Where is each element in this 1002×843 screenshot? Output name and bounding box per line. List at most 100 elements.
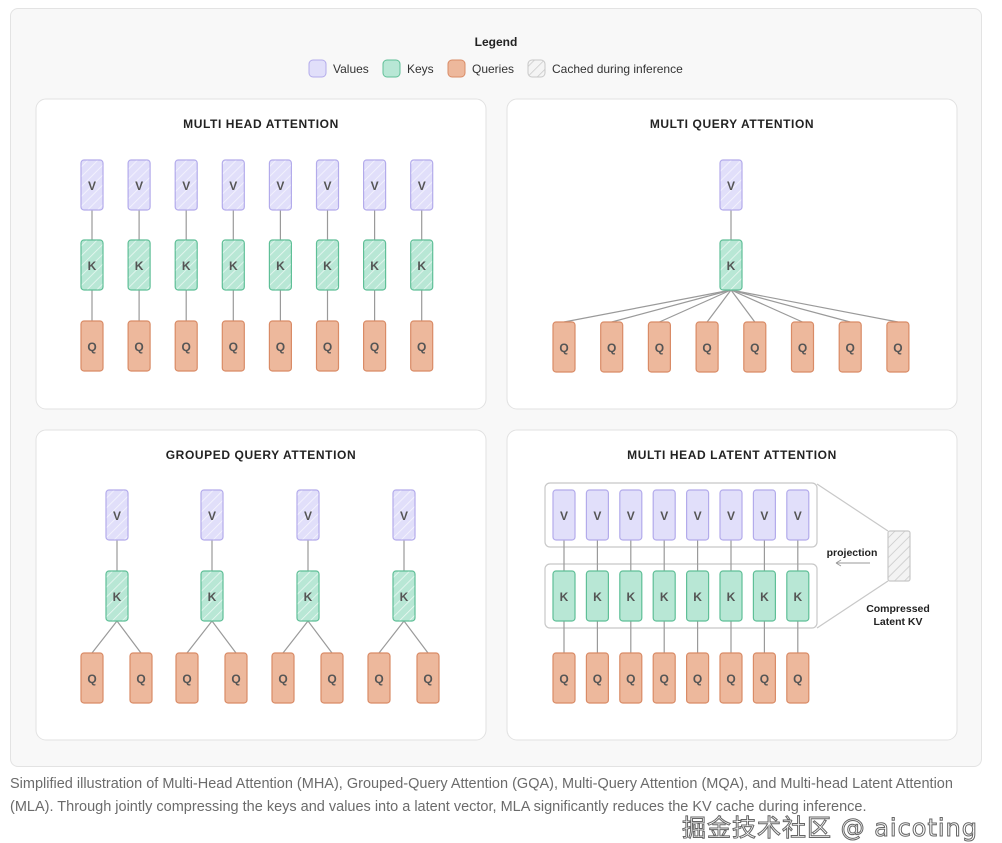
value-cache-hatch bbox=[297, 490, 319, 540]
key-cache-hatch bbox=[81, 240, 103, 290]
key-box bbox=[786, 570, 810, 622]
value-box bbox=[552, 489, 576, 541]
query-box bbox=[129, 652, 153, 704]
key-label: K bbox=[727, 259, 736, 273]
key-box bbox=[552, 570, 576, 622]
query-label: Q bbox=[182, 672, 191, 686]
query-label: Q bbox=[798, 341, 807, 355]
arrow-head-icon bbox=[835, 559, 842, 567]
value-label: V bbox=[88, 179, 96, 193]
query-box bbox=[743, 321, 767, 373]
key-cache-hatch bbox=[175, 240, 197, 290]
key-label: K bbox=[276, 259, 285, 273]
key-label: K bbox=[660, 590, 669, 604]
key-label: K bbox=[370, 259, 379, 273]
value-label: V bbox=[229, 179, 237, 193]
query-box bbox=[647, 321, 672, 373]
key-cache-hatch bbox=[106, 571, 128, 621]
key-label: K bbox=[229, 259, 238, 273]
query-box bbox=[790, 321, 815, 373]
key-label: K bbox=[400, 590, 409, 604]
key-label: K bbox=[693, 590, 702, 604]
value-label: V bbox=[593, 509, 601, 523]
keys-group-box bbox=[544, 563, 818, 629]
query-label: Q bbox=[626, 672, 635, 686]
value-label: V bbox=[660, 509, 668, 523]
key-label: K bbox=[135, 259, 144, 273]
query-box bbox=[363, 320, 387, 372]
key-label: K bbox=[560, 590, 569, 604]
key-cache-hatch bbox=[393, 571, 415, 621]
value-cache-hatch bbox=[128, 160, 150, 210]
latent-label: Compressed bbox=[866, 603, 930, 615]
connector-line bbox=[563, 289, 732, 323]
key-label: K bbox=[304, 590, 313, 604]
query-box bbox=[174, 320, 198, 372]
query-box bbox=[271, 652, 295, 704]
query-label: Q bbox=[87, 340, 96, 354]
query-label: Q bbox=[559, 341, 568, 355]
connector-line bbox=[730, 289, 803, 323]
query-box bbox=[619, 652, 643, 704]
value-cache-hatch bbox=[364, 160, 385, 210]
key-cache-hatch bbox=[720, 240, 742, 290]
connector-line bbox=[307, 620, 333, 654]
legend-label-values: Values bbox=[333, 62, 369, 76]
value-label: V bbox=[304, 509, 312, 523]
key-label: K bbox=[727, 590, 736, 604]
key-box bbox=[719, 570, 743, 622]
connector-line bbox=[378, 620, 405, 654]
values-group-box bbox=[544, 482, 818, 548]
value-label: V bbox=[113, 509, 121, 523]
query-label: Q bbox=[559, 672, 568, 686]
connector-line bbox=[730, 289, 899, 323]
value-label: V bbox=[135, 179, 143, 193]
connector-line bbox=[730, 289, 756, 323]
value-cache-hatch bbox=[270, 160, 291, 210]
value-box bbox=[719, 489, 743, 541]
query-box bbox=[224, 652, 248, 704]
key-box bbox=[752, 570, 777, 622]
query-box bbox=[552, 652, 576, 704]
key-box bbox=[585, 570, 610, 622]
key-label: K bbox=[88, 259, 97, 273]
key-label: K bbox=[323, 259, 332, 273]
value-label: V bbox=[760, 509, 768, 523]
query-label: Q bbox=[323, 340, 332, 354]
watermark: 掘金技术社区 @ aicoting bbox=[681, 814, 978, 843]
query-box bbox=[367, 652, 391, 704]
value-label: V bbox=[182, 179, 190, 193]
key-cache-hatch bbox=[364, 240, 385, 290]
key-label: K bbox=[417, 259, 426, 273]
query-label: Q bbox=[374, 672, 383, 686]
legend-label-cached: Cached during inference bbox=[552, 62, 683, 76]
key-box bbox=[619, 570, 643, 622]
query-label: Q bbox=[726, 672, 735, 686]
connector-line bbox=[91, 620, 118, 654]
query-label: Q bbox=[231, 672, 240, 686]
query-box bbox=[315, 320, 340, 372]
value-label: V bbox=[323, 179, 331, 193]
value-box bbox=[619, 489, 643, 541]
query-label: Q bbox=[693, 672, 702, 686]
value-cache-hatch bbox=[317, 160, 338, 210]
connector-line bbox=[282, 620, 309, 654]
value-label: V bbox=[400, 509, 408, 523]
key-cache-hatch bbox=[270, 240, 291, 290]
connector-line bbox=[211, 620, 237, 654]
query-label: Q bbox=[793, 672, 802, 686]
value-label: V bbox=[276, 179, 284, 193]
legend-title: Legend bbox=[475, 35, 518, 49]
value-cache-hatch bbox=[81, 160, 103, 210]
query-label: Q bbox=[423, 672, 432, 686]
panel-title-gqa: GROUPED QUERY ATTENTION bbox=[166, 448, 356, 462]
query-box bbox=[652, 652, 676, 704]
key-box bbox=[652, 570, 676, 622]
value-box bbox=[752, 489, 777, 541]
query-box bbox=[268, 320, 292, 372]
key-cache-hatch bbox=[411, 240, 433, 290]
key-label: K bbox=[182, 259, 191, 273]
connector-line bbox=[403, 620, 429, 654]
query-box bbox=[786, 652, 810, 704]
key-cache-hatch bbox=[201, 571, 223, 621]
